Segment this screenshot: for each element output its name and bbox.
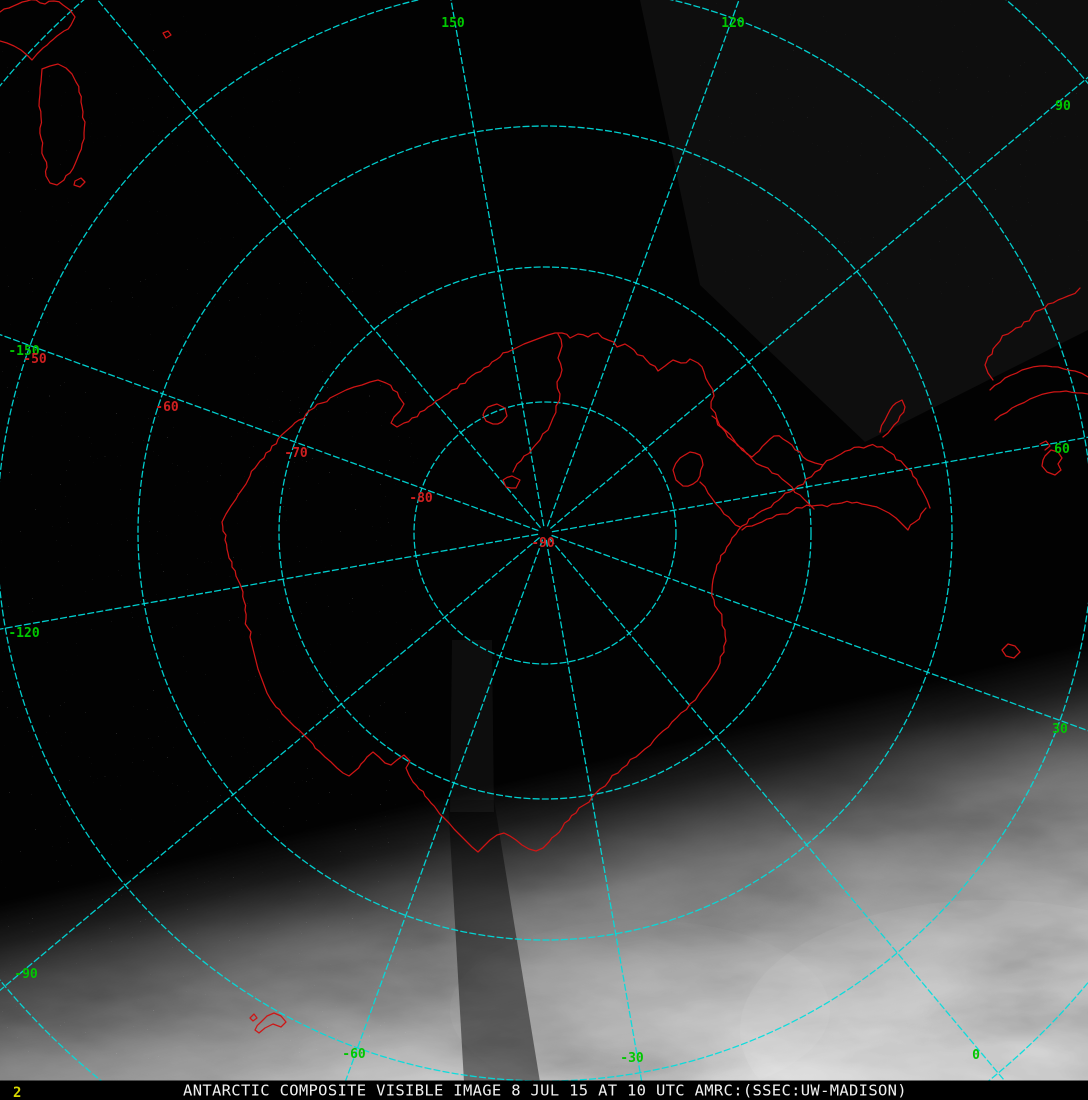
coastline-antarctica-mainland <box>221 332 824 853</box>
coastline-ice-shelf-loop-small <box>502 475 521 489</box>
longitude-label: 60 <box>1054 442 1070 457</box>
latitude-label: -80 <box>409 491 433 506</box>
meridian-line <box>0 533 539 630</box>
meridian-line <box>549 76 1088 529</box>
coastline-ice-shelf-loop-east <box>672 451 704 487</box>
meridian-line <box>337 539 544 1100</box>
longitude-label: 30 <box>1052 722 1068 737</box>
speckle-top-left <box>0 0 300 250</box>
caption-bar: 2 ANTARCTIC COMPOSITE VISIBLE IMAGE 8 JU… <box>0 1080 1088 1100</box>
cloud-highlight-right <box>740 900 1088 1100</box>
cloud-highlight-center <box>450 920 830 1100</box>
meridian-line <box>546 0 740 527</box>
coastline-layer <box>0 0 1088 1034</box>
coastline-peninsula-chain-south <box>741 500 927 531</box>
coastline-heard-island <box>1041 449 1063 476</box>
longitude-label: -120 <box>8 626 39 641</box>
coastline-ice-shelf-edge-a <box>512 333 563 473</box>
scan-seam-shadow <box>448 800 540 1082</box>
meridian-line <box>450 0 545 527</box>
speckle-top-right <box>700 0 1088 300</box>
pole-label: -90 <box>531 536 555 551</box>
meridian-line <box>96 0 541 529</box>
latitude-circle <box>413 401 677 665</box>
coastline-kerguelen-shelf-arc-b <box>994 390 1088 421</box>
coastline-patagonia-coast-fragment <box>254 1012 287 1034</box>
coastline-island-group-west-of-kerguelen <box>879 399 906 438</box>
coastline-peninsula-chain-north <box>822 443 931 509</box>
longitude-label: -30 <box>620 1051 644 1066</box>
coastline-chatham-island <box>162 30 172 39</box>
latitude-label: -70 <box>284 446 308 461</box>
longitude-label: 0 <box>972 1048 980 1063</box>
label-layer: 150 120 90 60 30 0 -30 -60 -90 -120 -150 -80 -70 -60 -… <box>8 16 1071 1066</box>
corner-mark: 2 <box>13 1085 21 1100</box>
caption-bar-background <box>0 1080 1088 1100</box>
meridian-line <box>545 539 646 1100</box>
longitude-label: 150 <box>441 16 465 31</box>
coastline-bay-inner-line-a <box>711 415 815 510</box>
meridian-line <box>551 534 1088 732</box>
speckle-left <box>0 260 420 1060</box>
longitude-label: 120 <box>721 16 745 31</box>
coastline-ice-shelf-loop-west <box>482 403 508 425</box>
longitude-label: -150 <box>8 344 39 359</box>
latitude-label: -50 <box>23 352 47 367</box>
latitude-circle <box>137 125 953 941</box>
scan-seam-glow <box>450 640 494 812</box>
latitude-label: -60 <box>155 400 179 415</box>
meridian-line <box>549 537 1022 1100</box>
coastline-kerguelen-shelf-arc-a <box>989 365 1088 391</box>
coastline-new-zealand-north-island <box>0 0 76 61</box>
meridian-line <box>0 333 539 532</box>
coastline-bay-inner-line-b <box>699 481 741 528</box>
longitude-label: 90 <box>1055 99 1071 114</box>
meridian-line <box>551 436 1088 533</box>
coastline-heard-island-hook <box>1039 440 1051 451</box>
longitude-label: -90 <box>14 967 38 982</box>
noise-layer <box>0 0 1088 1060</box>
coastline-stewart-island <box>73 177 86 188</box>
caption-text: ANTARCTIC COMPOSITE VISIBLE IMAGE 8 JUL … <box>183 1082 907 1100</box>
coastline-crozet-island <box>1001 643 1021 659</box>
coastline-kerguelen-island-arc <box>984 287 1081 381</box>
coastline-new-zealand-south-island <box>38 63 86 186</box>
longitude-label: -60 <box>342 1047 366 1062</box>
latitude-circle <box>278 266 812 800</box>
meridian-line <box>0 537 541 992</box>
coastline-patagonia-islet <box>249 1013 258 1022</box>
